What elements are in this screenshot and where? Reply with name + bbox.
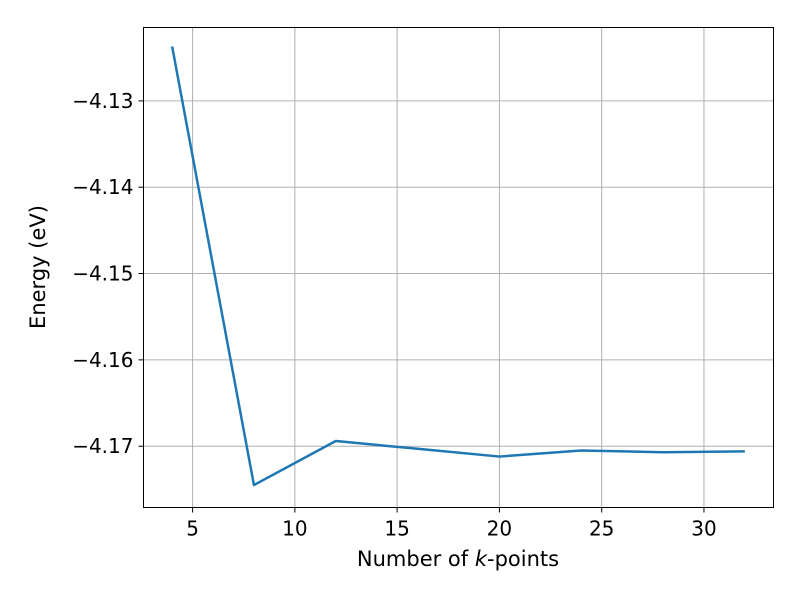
x-tick-label: 25 [589,517,614,541]
axis-ticks: 5 10 15 20 25 30 −4.13 −4.14 −4.15 −4.16 −4.17 [72,89,716,541]
x-tick-label: 30 [691,517,716,541]
y-tick-label: −4.16 [72,348,133,372]
series-line [170,46,745,487]
y-tick-label: −4.15 [72,262,133,286]
grid [143,27,774,508]
x-tick-label: 20 [487,517,512,541]
y-tick-label: −4.14 [72,175,133,199]
x-axis-label: Number of k-points [357,547,559,571]
x-tick-label: 5 [186,517,199,541]
y-axis-label: Energy (eV) [26,205,50,329]
y-tick-label: −4.17 [72,434,133,458]
plot-frame [143,27,774,508]
x-tick-label: 15 [384,517,409,541]
y-tick-label: −4.13 [72,89,133,113]
x-tick-label: 10 [282,517,307,541]
